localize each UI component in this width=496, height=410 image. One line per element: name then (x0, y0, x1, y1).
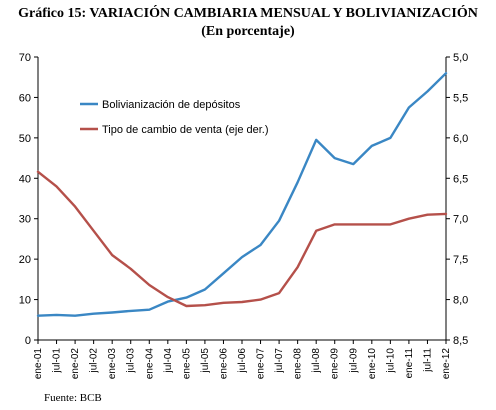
chart-legend: Bolivianización de depósitos Tipo de camb… (80, 99, 269, 136)
x-tick-label: ene-02 (70, 348, 81, 380)
x-tick-label: ene-07 (256, 348, 267, 380)
legend-label-1: Bolivianización de depósitos (102, 99, 241, 111)
x-tick-label: ene-10 (367, 348, 378, 380)
x-tick-label: jul-08 (311, 348, 322, 374)
series-line-1 (36, 71, 448, 317)
y-right-tick-label: 7,5 (453, 254, 468, 266)
y-left-tick-label: 50 (19, 133, 31, 145)
x-tick-label: jul-05 (200, 348, 211, 374)
x-tick-label: ene-03 (107, 348, 118, 380)
chart-series-layer (36, 71, 448, 317)
x-tick-label: jul-11 (422, 348, 433, 373)
x-tick-label: ene-06 (218, 348, 229, 380)
x-tick-label: ene-05 (181, 348, 192, 380)
x-tick-label: ene-11 (404, 348, 415, 379)
x-tick-label: ene-01 (33, 348, 44, 380)
y-left-tick-label: 20 (19, 254, 31, 266)
y-left-tick-label: 10 (19, 295, 31, 307)
chart-subtitle: (En porcentaje) (201, 24, 295, 39)
y-right-tick-label: 8,0 (453, 295, 468, 307)
x-tick-label: jul-06 (237, 348, 248, 374)
x-tick-label: ene-08 (293, 348, 304, 380)
x-tick-label: ene-04 (144, 348, 155, 380)
y-left-tick-label: 70 (19, 52, 31, 64)
y-right-tick-label: 6,0 (453, 133, 468, 145)
chart-title: Gráfico 15: VARIACIÓN CAMBIARIA MENSUAL … (18, 6, 478, 21)
source-note: Fuente: BCB (44, 392, 102, 404)
x-tick-label: jul-04 (163, 348, 174, 374)
legend-label-2: Tipo de cambio de venta (eje der.) (102, 124, 269, 136)
y-right-tick-label: 8,5 (453, 335, 468, 347)
y-right-tick-label: 5,5 (453, 92, 468, 104)
y-left-tick-label: 40 (19, 173, 31, 185)
x-tick-label: jul-07 (274, 348, 285, 374)
x-tick-label: jul-03 (126, 348, 137, 374)
x-tick-label: jul-01 (52, 348, 63, 374)
y-right-tick-label: 5,0 (453, 52, 468, 64)
x-tick-label: jul-02 (89, 348, 100, 374)
x-tick-label: ene-09 (330, 348, 341, 380)
series-line-2 (36, 170, 448, 308)
x-tick-label: jul-09 (348, 348, 359, 374)
y-left-tick-label: 0 (25, 335, 31, 347)
y-left-tick-label: 30 (19, 214, 31, 226)
y-right-tick-label: 6,5 (453, 173, 468, 185)
x-tick-label: ene-12 (441, 348, 452, 380)
y-right-tick-label: 7,0 (453, 214, 468, 226)
y-left-tick-label: 60 (19, 92, 31, 104)
x-tick-label: jul-10 (385, 348, 396, 374)
